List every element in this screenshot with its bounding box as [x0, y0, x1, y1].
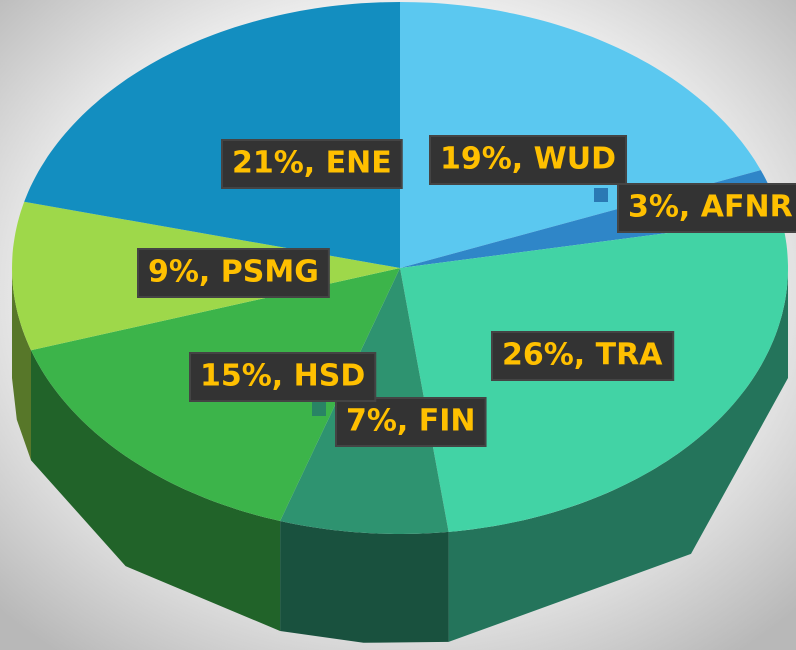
slice [24, 2, 400, 268]
slice-side [31, 350, 281, 631]
data-label: 15%, HSD [200, 359, 365, 394]
label-box [429, 135, 628, 185]
label-box [221, 139, 403, 189]
data-label: 26%, TRA [502, 338, 663, 373]
data-label: 19%, WUD [440, 142, 616, 177]
data-label: 7%, FIN [346, 404, 476, 439]
label-box [189, 352, 377, 402]
label-box [491, 331, 675, 381]
slice-side [448, 268, 788, 642]
slice-side [280, 521, 449, 643]
label-box [617, 183, 796, 233]
label-box [335, 397, 487, 447]
legend-key [594, 188, 608, 202]
label-box [137, 248, 330, 298]
data-label: 3%, AFNR [628, 190, 793, 225]
legend-key [312, 402, 326, 416]
slice-side [12, 268, 31, 461]
data-label: 9%, PSMG [148, 255, 319, 290]
data-label: 21%, ENE [232, 146, 392, 181]
